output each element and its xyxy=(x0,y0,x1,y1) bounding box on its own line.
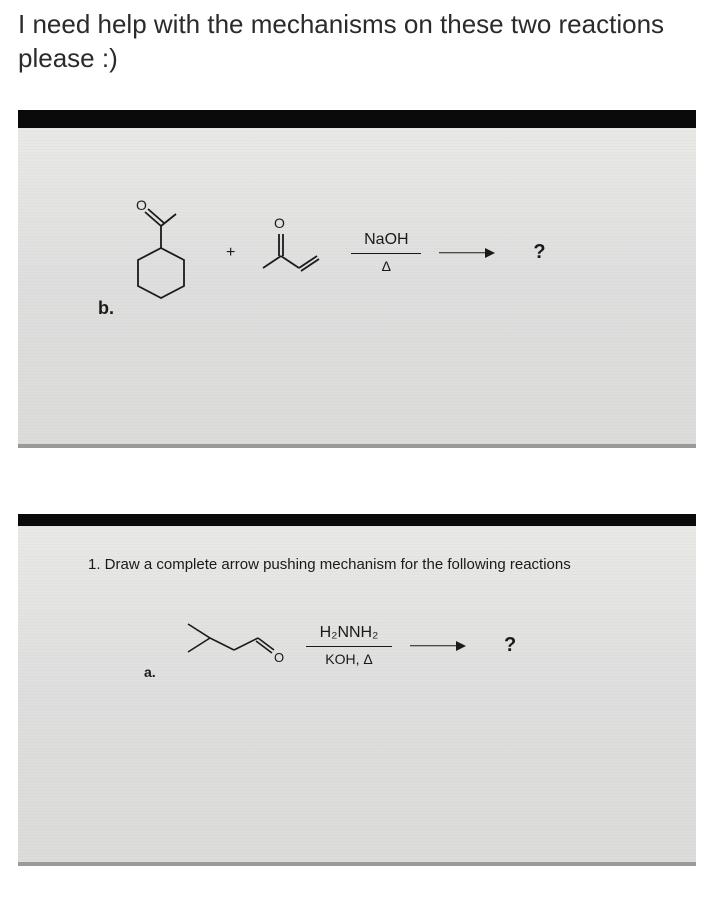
reagent-divider xyxy=(306,646,392,647)
reagent-divider xyxy=(351,253,421,254)
reaction-arrow xyxy=(410,639,466,653)
reaction-a-row: O H₂NNH₂ KOH, Δ ? xyxy=(178,606,516,686)
subpart-label-a: a. xyxy=(144,664,156,680)
reagent-bot-b: Δ xyxy=(382,258,391,274)
reaction-panel-a: 1. Draw a complete arrow pushing mechani… xyxy=(18,514,696,866)
oxygen-label: O xyxy=(136,198,147,213)
reaction-b-row: O + O NaOH Δ ? xyxy=(118,198,546,308)
scanline-overlay xyxy=(18,526,696,862)
reagent-bot-a: KOH, Δ xyxy=(325,651,372,667)
oxygen-label: O xyxy=(274,650,284,665)
subpart-label-b: b. xyxy=(98,298,114,319)
reagent-top-a: H₂NNH₂ xyxy=(320,624,379,642)
molecule-cyclohexanecarbaldehyde: O xyxy=(118,198,204,308)
product-unknown-a: ? xyxy=(504,634,516,657)
question-prompt: I need help with the mechanisms on these… xyxy=(0,0,714,96)
plus-sign: + xyxy=(226,244,235,262)
reagent-top-b: NaOH xyxy=(364,231,408,249)
molecule-methyl-vinyl-ketone: O xyxy=(257,208,333,298)
molecule-branched-aldehyde: O xyxy=(178,606,288,686)
problem-heading: 1. Draw a complete arrow pushing mechani… xyxy=(88,556,571,573)
product-unknown-b: ? xyxy=(533,241,545,264)
reagent-block-a: H₂NNH₂ KOH, Δ xyxy=(306,624,392,667)
oxygen-label: O xyxy=(274,215,285,231)
reagent-block-b: NaOH Δ xyxy=(351,231,421,274)
reaction-arrow xyxy=(439,246,495,260)
reaction-panel-b: b. O + xyxy=(18,110,696,448)
